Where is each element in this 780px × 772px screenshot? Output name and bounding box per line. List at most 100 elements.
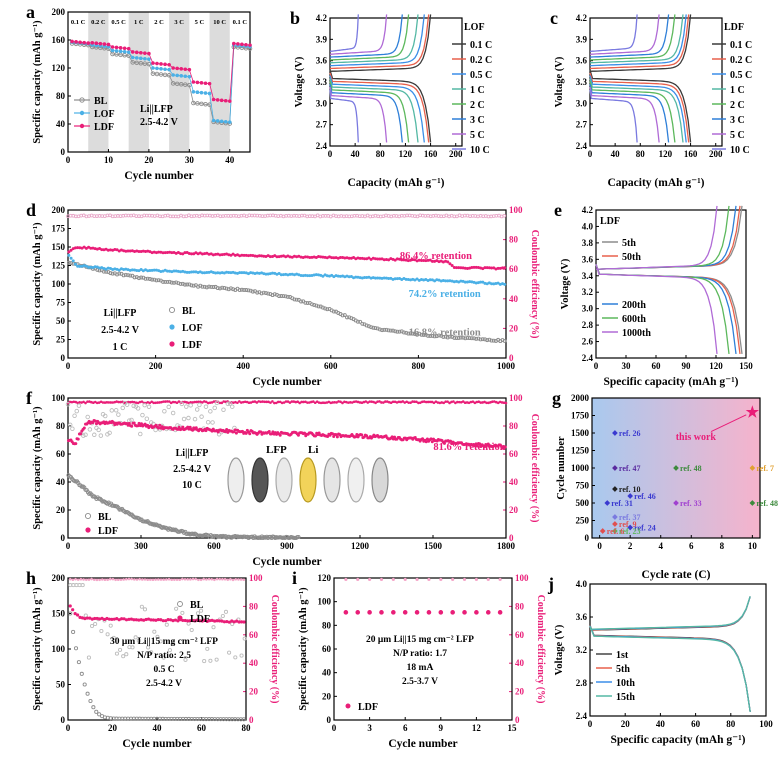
data-point-LDF xyxy=(378,257,382,261)
data-point-LDF xyxy=(198,619,202,623)
ce-point xyxy=(127,577,131,581)
ce-point xyxy=(215,577,219,581)
ce-point xyxy=(378,400,381,403)
ce-point xyxy=(382,401,385,404)
y-tick-label: 3.8 xyxy=(582,238,594,248)
data-point-BL xyxy=(465,335,470,340)
ce-point-bl xyxy=(174,606,179,611)
y-tick-label: 1250 xyxy=(571,446,590,456)
ce-point xyxy=(199,578,203,582)
ce-point xyxy=(177,400,181,403)
ce-point-bl xyxy=(199,608,204,613)
y-tick-label: 1500 xyxy=(571,428,590,438)
ce-point xyxy=(189,578,192,581)
y-tick-label: 100 xyxy=(52,393,66,403)
ce-point xyxy=(331,401,335,404)
ce-point xyxy=(347,401,350,404)
charge-curve xyxy=(329,14,430,70)
data-point-BL xyxy=(165,279,170,284)
data-point-LOF xyxy=(89,265,93,269)
ce-point xyxy=(348,401,352,404)
ce-point xyxy=(150,400,154,404)
data-point-LOF xyxy=(122,49,127,54)
y-axis-label: Specific capacity (mAh g⁻¹) xyxy=(32,20,43,144)
annotation: N/P ratio: 2.5 xyxy=(137,651,191,661)
point-label: ref. 10 xyxy=(619,485,641,494)
ce-point xyxy=(183,400,187,404)
data-point-BL xyxy=(137,276,141,281)
data-point-LDF xyxy=(429,437,433,441)
y-tick-label: 3.0 xyxy=(316,98,328,108)
ce-point xyxy=(358,401,362,404)
data-point-LDF xyxy=(199,81,204,85)
data-point-LDF xyxy=(220,253,224,257)
data-point-LOF xyxy=(67,253,71,257)
panel-j: 0 20 40 60 80 100 2.4 2.8 3.2 3.6 4.0 Specific capa… xyxy=(547,574,773,746)
data-point-LDF xyxy=(88,616,92,620)
data-point-LDF xyxy=(483,445,487,449)
y-tick-label: 3.6 xyxy=(316,56,328,66)
y-tick-label: 60 xyxy=(322,644,332,654)
charge-curve xyxy=(589,14,670,58)
data-point-LDF xyxy=(334,433,338,437)
data-point-BL xyxy=(391,328,395,333)
data-point-LDF xyxy=(387,258,391,262)
ce-point xyxy=(84,401,87,405)
data-point-LDF xyxy=(128,249,132,253)
data-point-BL xyxy=(299,299,303,304)
data-point-BL xyxy=(467,336,472,341)
data-point-LDF xyxy=(360,433,364,437)
data-point-LDF xyxy=(144,617,148,622)
ce-point xyxy=(391,577,395,582)
y-tick-label: 2.8 xyxy=(582,320,594,330)
data-point-LDF xyxy=(73,611,77,616)
data-point-LDF xyxy=(122,617,126,621)
data-point-BL xyxy=(101,269,106,274)
ce-point xyxy=(99,400,103,404)
y2-tick-label: 40 xyxy=(509,477,519,487)
ce-point xyxy=(311,400,315,403)
y-tick-label: 80 xyxy=(56,421,66,431)
ce-point-bl xyxy=(139,604,144,609)
y-tick-label: 60 xyxy=(56,449,66,459)
data-point-LOF xyxy=(199,90,204,95)
ce-point xyxy=(321,401,325,404)
data-point-LDF xyxy=(149,618,153,622)
ce-point-bl xyxy=(107,430,112,436)
data-point-BL xyxy=(489,338,494,343)
ce-point xyxy=(274,401,278,405)
x-tick-label: 80 xyxy=(242,723,252,733)
data-point-LDF xyxy=(478,442,482,446)
data-point-LDF xyxy=(142,618,146,622)
data-point-LDF xyxy=(446,260,450,264)
data-point-BL xyxy=(204,285,209,290)
rate-label: 0.1 C xyxy=(71,19,86,26)
ce-point xyxy=(504,401,508,405)
data-point-LDF xyxy=(126,249,130,253)
ce-point-bl xyxy=(195,611,200,616)
ce-point xyxy=(181,577,184,581)
data-point-BL xyxy=(395,329,400,334)
data-point-BL xyxy=(312,303,317,307)
ce-point xyxy=(459,400,463,404)
ce-point xyxy=(197,578,200,582)
data-point-BL xyxy=(162,72,168,78)
discharge-curve xyxy=(589,75,687,143)
y-tick-label: 3.0 xyxy=(582,304,594,314)
ce-point xyxy=(156,401,159,404)
y-tick-label: 4.2 xyxy=(316,13,328,23)
data-point-BL xyxy=(393,329,398,334)
y-tick-label: 3.9 xyxy=(576,34,588,44)
data-point-LDF xyxy=(205,619,209,623)
data-point-LOF xyxy=(139,56,143,61)
ce-point xyxy=(462,577,467,582)
ce-point xyxy=(134,401,138,404)
x-tick-label: 40 xyxy=(225,155,235,165)
data-point-LDF xyxy=(130,50,135,54)
ce-point xyxy=(344,577,348,582)
y-tick-label: 0 xyxy=(327,715,332,725)
data-point-LOF xyxy=(191,90,196,94)
data-point-LDF xyxy=(485,266,489,270)
data-point-LOF xyxy=(171,73,175,77)
data-point-LDF xyxy=(203,81,208,86)
